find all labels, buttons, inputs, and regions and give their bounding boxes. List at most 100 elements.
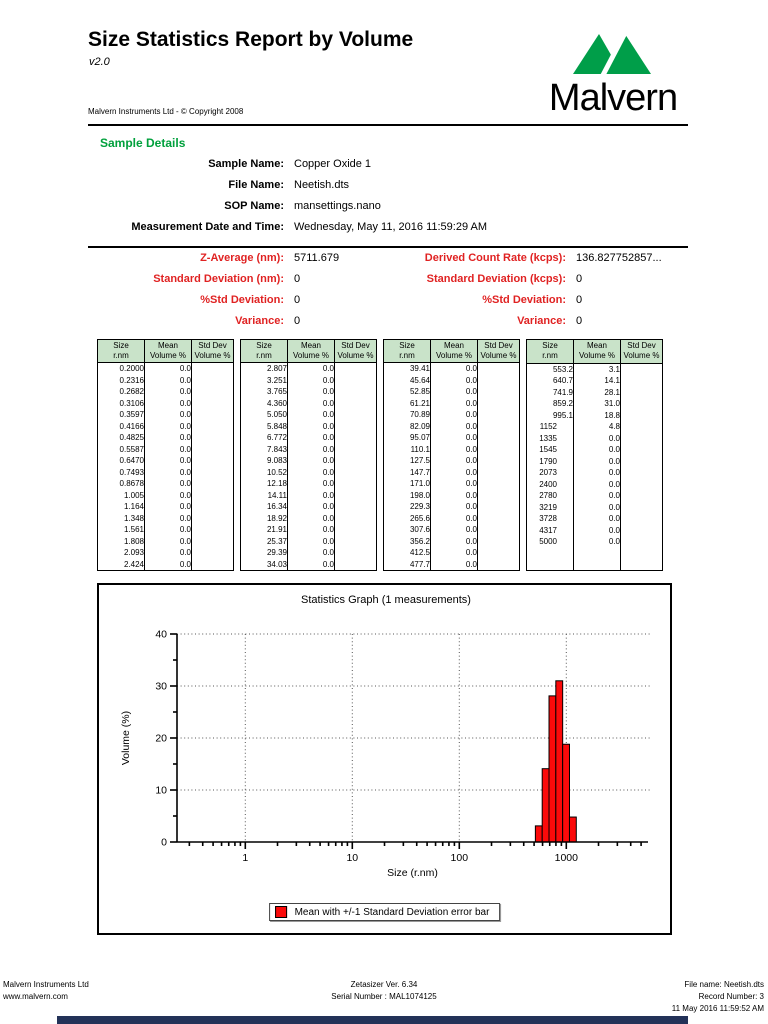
malvern-logo-text: Malvern (548, 77, 678, 119)
table-cell: 5.050 (240, 409, 288, 421)
table-row: 1335 0.0 (526, 432, 663, 444)
table-cell: 0.0 (430, 524, 478, 536)
sample-details-heading: Sample Details (100, 136, 186, 150)
table-cell: 110.1 (383, 443, 431, 455)
table-row: 61.21 0.0 (383, 397, 520, 409)
table-cell: 0.0 (144, 409, 192, 421)
table-cell: 29.39 (240, 547, 288, 559)
table-cell (191, 432, 234, 444)
stat-row-label: Derived Count Rate (kcps): (424, 252, 566, 264)
stat-row-label: Standard Deviation (nm): (153, 273, 284, 285)
table-cell (573, 559, 621, 571)
table-cell (620, 432, 663, 444)
table-cell: 0.0 (430, 512, 478, 524)
table-row: 12.18 0.0 (240, 478, 377, 490)
y-tick-label: 10 (155, 785, 167, 797)
table-cell (477, 374, 520, 386)
table-cell (334, 432, 377, 444)
table-row: 229.3 0.0 (383, 501, 520, 513)
sample-detail-row-label: Measurement Date and Time: (131, 221, 284, 233)
sample-details-list: Sample Name: Copper Oxide 1 File Name: Neet… (88, 158, 487, 242)
table-cell (620, 444, 663, 456)
table-cell (334, 420, 377, 432)
table-cell (191, 455, 234, 467)
table-cell: 0.0 (287, 420, 335, 432)
table-row: 3.251 0.0 (240, 374, 377, 386)
table-cell: 1152 (526, 421, 574, 433)
table-cell: 0.0 (430, 535, 478, 547)
sample-detail-row-value: Neetish.dts (294, 179, 350, 191)
table-row: 198.0 0.0 (383, 489, 520, 501)
sample-detail-row-value: mansettings.nano (294, 200, 381, 212)
table-row: 70.89 0.0 (383, 409, 520, 421)
table-cell: 0.0 (573, 536, 621, 548)
sample-detail-row: File Name: Neetish.dts (88, 179, 487, 200)
table-cell (334, 478, 377, 490)
table-row: 0.3106 0.0 (97, 397, 234, 409)
table-row: 412.5 0.0 (383, 547, 520, 559)
table-cell: 0.0 (573, 467, 621, 479)
statistics-right-column: Derived Count Rate (kcps): 136.827752857.… (370, 252, 662, 336)
table-cell (620, 490, 663, 502)
table-cell: 0.4166 (97, 420, 145, 432)
legend-swatch-icon (274, 906, 287, 918)
table-cell: 0.0 (144, 535, 192, 547)
footer-file-info: File name: Neetish.dts Record Number: 3 11… (672, 979, 764, 1015)
table-cell (477, 489, 520, 501)
stat-row-label: Z-Average (nm): (200, 252, 284, 264)
table-cell: 3219 (526, 501, 574, 513)
table-row: 2.093 0.0 (97, 547, 234, 559)
table-row: 95.07 0.0 (383, 432, 520, 444)
table-cell: 0.3106 (97, 397, 145, 409)
table-cell (191, 512, 234, 524)
table-cell (620, 363, 663, 375)
table-cell: 10.52 (240, 466, 288, 478)
divider-top (88, 124, 688, 126)
distribution-table: Size r.nm Mean Volume % Std Dev Volume % 0.200… (97, 339, 234, 571)
table-cell: 0.0 (430, 374, 478, 386)
table-cell: 198.0 (383, 489, 431, 501)
table-cell: 0.0 (287, 386, 335, 398)
table-row: 16.34 0.0 (240, 501, 377, 513)
table-cell: 0.7493 (97, 466, 145, 478)
table-cell: 0.0 (287, 512, 335, 524)
table-cell (334, 512, 377, 524)
table-cell (620, 467, 663, 479)
table-cell (477, 535, 520, 547)
table-cell: 640.7 (526, 375, 574, 387)
table-cell (191, 489, 234, 501)
table-cell: 3.765 (240, 386, 288, 398)
table-cell: 0.0 (287, 455, 335, 467)
volume-bar (541, 768, 550, 843)
table-row: 34.03 0.0 (240, 558, 377, 571)
table-cell: 1335 (526, 432, 574, 444)
table-row: 39.41 0.0 (383, 362, 520, 375)
table-cell (334, 489, 377, 501)
table-cell (477, 420, 520, 432)
page-title: Size Statistics Report by Volume (88, 28, 414, 51)
stat-row: %Std Deviation: 0 (370, 294, 662, 315)
table-cell (477, 409, 520, 421)
table-cell: 14.11 (240, 489, 288, 501)
table-row: 6.772 0.0 (240, 432, 377, 444)
table-row: 3.765 0.0 (240, 386, 377, 398)
table-cell: 1.164 (97, 501, 145, 513)
volume-bar (562, 743, 570, 843)
table-row: 0.2682 0.0 (97, 386, 234, 398)
table-cell: 0.0 (144, 466, 192, 478)
table-cell: 0.0 (430, 455, 478, 467)
table-cell (191, 409, 234, 421)
table-cell: 34.03 (240, 558, 288, 571)
table-cell (191, 420, 234, 432)
table-row: 2400 0.0 (526, 478, 663, 490)
table-cell: 0.0 (144, 547, 192, 559)
sample-detail-row: Measurement Date and Time: Wednesday, May… (88, 221, 487, 242)
table-cell: 995.1 (526, 409, 574, 421)
y-tick-label: 0 (161, 837, 167, 849)
table-row: 0.2316 0.0 (97, 374, 234, 386)
table-cell (620, 501, 663, 513)
y-tick-label: 40 (155, 629, 167, 641)
chart-title: Statistics Graph (1 measurements) (301, 594, 471, 606)
table-cell (334, 362, 377, 375)
